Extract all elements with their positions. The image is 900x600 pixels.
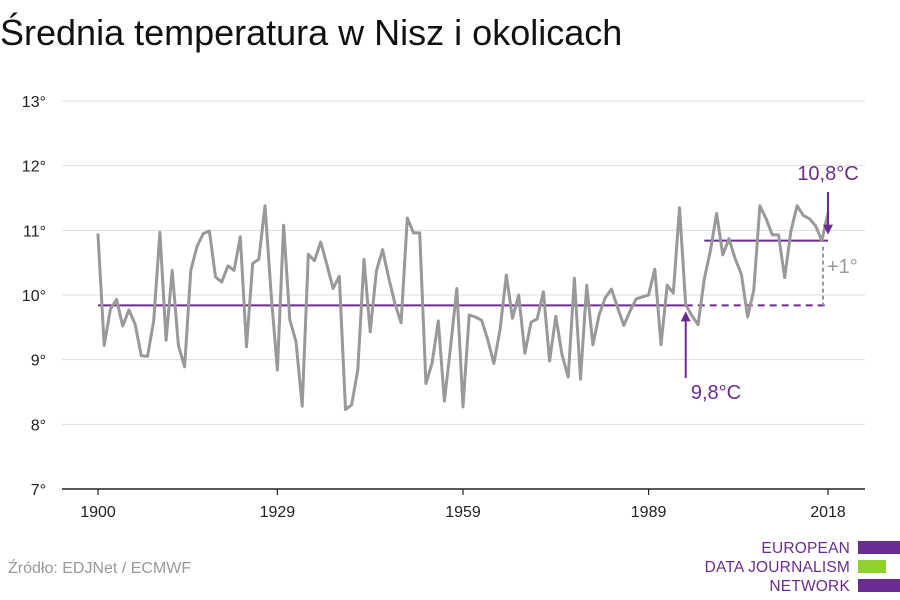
y-tick-label: 7° — [31, 482, 46, 499]
y-tick-label: 9° — [31, 353, 46, 370]
edjnet-logo: EUROPEAN DATA JOURNALISM NETWORK — [704, 539, 900, 597]
x-axis: 1900 1929 1959 1989 2018 — [62, 488, 865, 521]
annotations-layer: 10,8°C 9,8°C +1° — [680, 163, 859, 404]
logo-bar-middle — [858, 560, 886, 573]
grid-lines — [62, 100, 865, 425]
x-tick-label: 1959 — [445, 504, 481, 521]
series-layer — [96, 204, 830, 411]
y-tick-label: 11° — [23, 223, 46, 240]
x-tick-label: 1989 — [631, 504, 667, 521]
x-tick-label: 2018 — [810, 504, 846, 521]
source-note: Źródło: EDJNet / ECMWF — [8, 560, 192, 577]
logo-line-network: NETWORK — [769, 578, 850, 595]
annotation-label-baseline: 9,8°C — [691, 382, 741, 404]
logo-bar-bottom — [858, 579, 900, 592]
annotation-label-current: 10,8°C — [797, 163, 858, 185]
y-tick-label: 10° — [22, 288, 46, 305]
y-axis-labels: 7° 8° 9° 10° 11° 12° 13° — [22, 94, 46, 499]
reference-lines — [98, 239, 828, 307]
x-tick-label: 1900 — [80, 504, 116, 521]
y-tick-label: 8° — [31, 417, 46, 434]
temperature-series-line — [96, 204, 830, 411]
x-tick-label: 1929 — [260, 504, 296, 521]
chart-title: Średnia temperatura w Nisz i okolicach — [0, 12, 623, 53]
y-tick-label: 13° — [22, 94, 46, 111]
arrow-baseline-head — [680, 311, 691, 322]
arrow-current-head — [823, 224, 833, 235]
logo-line-data-journalism: DATA JOURNALISM — [704, 559, 850, 576]
y-tick-label: 12° — [22, 159, 46, 176]
logo-bar-top — [858, 541, 900, 554]
annotation-label-difference: +1° — [827, 256, 858, 278]
logo-line-european: EUROPEAN — [761, 540, 850, 557]
